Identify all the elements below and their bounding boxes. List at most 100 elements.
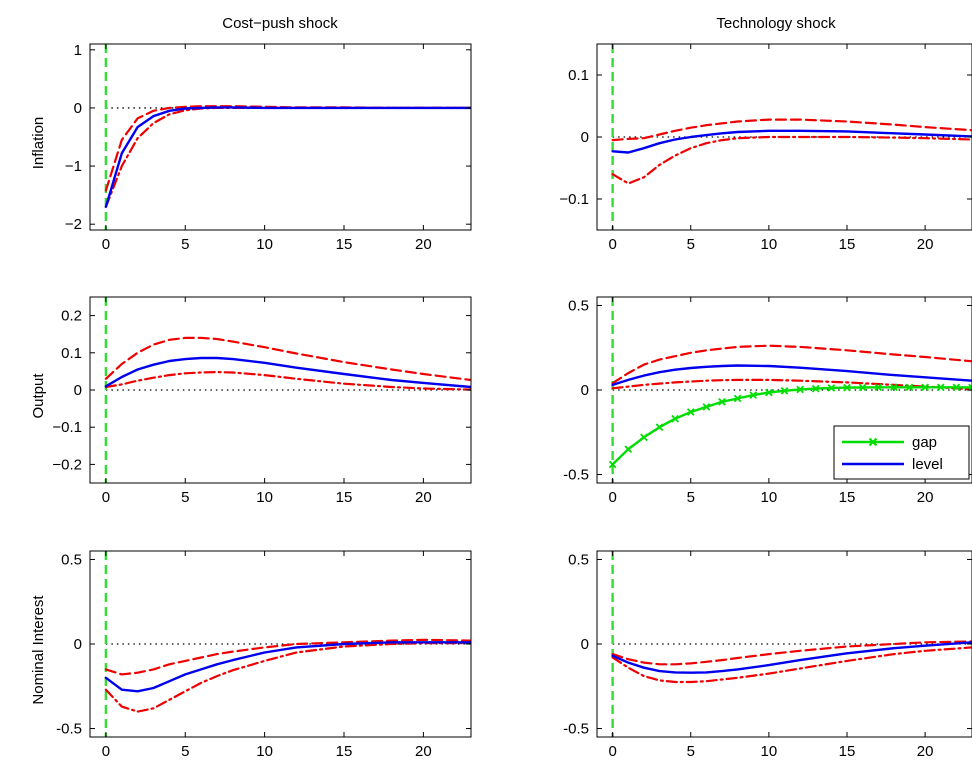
panel-interest-cost-push-xtick-label: 20 (415, 743, 432, 760)
panel-output-cost-push: 0 5 10 15 20 −0.2 −0.1 0 0.1 0.2 (52, 296, 472, 506)
panel-interest-cost-push-ytick-label: 0.5 (61, 551, 82, 568)
panel-output-technology-gap-marker (827, 384, 836, 392)
legend: gap level (833, 425, 970, 480)
panel-inflation-cost-push-series-median (104, 106, 471, 209)
panel-output-cost-push-xtick-label: 0 (102, 489, 110, 506)
panel-output-technology-series-upper (611, 344, 972, 385)
panel-inflation-cost-push-xtick-label: 0 (102, 236, 110, 253)
panel-inflation-technology-ytick-label: 0 (581, 129, 589, 146)
panel-inflation-technology-plot-content (611, 44, 972, 230)
panel-interest-cost-push-series-lower (104, 642, 471, 713)
legend-gap-marker (868, 437, 878, 447)
panel-interest-cost-push: 0 5 10 15 20 -0.5 0 0.5 (56, 550, 472, 760)
panel-output-technology-gap-marker (686, 408, 695, 416)
panel-inflation-cost-push-xtick-label: 5 (181, 236, 189, 253)
panel-output-technology-gap-marker (608, 460, 617, 469)
panel-inflation-cost-push-plot-content (104, 44, 471, 230)
panel-interest-technology-xtick-label: 10 (761, 743, 778, 760)
panel-interest-technology: 0 5 10 15 20 -0.5 0 0.5 (563, 550, 972, 760)
panel-interest-technology-ytick-label: -0.5 (563, 721, 589, 738)
panel-interest-technology-ytick-label: 0 (581, 636, 589, 653)
panel-output-cost-push-ytick-label: −0.2 (52, 456, 82, 473)
panel-interest-cost-push-series-upper (104, 638, 471, 676)
panel-interest-technology-plot-content (611, 551, 972, 737)
panel-output-technology-gap-marker (843, 383, 851, 392)
panel-output-technology-gap-marker (936, 383, 945, 392)
panel-output-cost-push-xtick-label: 20 (415, 489, 432, 506)
panel-inflation-technology-series-median (611, 129, 972, 154)
panel-output-cost-push-series-median (104, 356, 471, 389)
panel-output-technology-gap-marker (796, 385, 804, 394)
panel-output-technology-plot-content (608, 297, 972, 483)
panel-interest-technology-series-median (611, 641, 972, 674)
panel-inflation-technology-xtick-label: 20 (917, 236, 934, 253)
panel-output-technology-gap-marker (733, 394, 742, 403)
panel-inflation-cost-push-plot-area (90, 44, 471, 230)
panel-inflation-technology-xtick-label: 5 (687, 236, 695, 253)
legend-level-label: level (912, 456, 943, 473)
panel-output-cost-push-xtick-label: 5 (181, 489, 189, 506)
panel-output-technology-gap-marker (655, 423, 664, 432)
panel-output-technology-gap-marker (952, 383, 961, 392)
panel-output-cost-push-ytick-label: −0.1 (52, 419, 82, 436)
panel-interest-cost-push-xtick-label: 0 (102, 743, 110, 760)
panel-inflation-cost-push-axes-box (89, 43, 472, 231)
panel-inflation-technology-xtick-label: 10 (761, 236, 778, 253)
panel-output-cost-push-plot-area (90, 297, 471, 483)
panel-inflation-cost-push-ytick-label: −1 (65, 158, 82, 175)
panel-inflation-cost-push: 0 5 10 15 20 −2 −1 0 1 (65, 42, 472, 253)
panel-output-technology-xtick-label: 0 (608, 489, 616, 506)
panel-output-technology-gap-marker (765, 388, 773, 397)
panel-inflation-technology: 0 5 10 15 20 −0.1 0 0.1 (559, 43, 972, 253)
panel-output-cost-push-xtick-label: 15 (336, 489, 353, 506)
panel-interest-technology-ytick-label: 0.5 (568, 551, 589, 568)
panel-output-cost-push-ytick-label: 0.1 (61, 345, 82, 362)
panel-output-technology: 0 5 10 15 20 -0.5 0 0.5 gap level (563, 296, 972, 506)
panel-inflation-technology-ytick-label: −0.1 (559, 191, 589, 208)
panel-inflation-cost-push-xtick-label: 10 (256, 236, 273, 253)
column-title-cost-push: Cost−push shock (222, 15, 338, 32)
panel-output-technology-xtick-label: 10 (761, 489, 778, 506)
panel-output-technology-ytick-label: -0.5 (563, 467, 589, 484)
panel-output-technology-xtick-label: 20 (917, 489, 934, 506)
panel-output-technology-series-lower (611, 378, 972, 391)
panel-output-technology-xtick-label: 15 (839, 489, 856, 506)
panel-output-technology-series-median (611, 364, 972, 387)
panel-interest-cost-push-plot-content (104, 551, 471, 737)
panel-inflation-cost-push-xtick-label: 15 (336, 236, 353, 253)
legend-box (833, 425, 970, 480)
panel-output-technology-gap-marker (858, 383, 867, 392)
panel-inflation-cost-push-ytick-label: 1 (74, 42, 82, 59)
panel-interest-cost-push-ytick-label: -0.5 (56, 721, 82, 738)
row-label-inflation: Inflation (30, 117, 47, 170)
panel-output-technology-gap-marker (874, 383, 883, 392)
panel-output-cost-push-plot-content (104, 297, 471, 483)
panel-output-technology-gap-marker (624, 445, 633, 454)
panel-output-technology-gap-marker (780, 387, 789, 395)
row-label-nominal-interest: Nominal Interest (30, 595, 47, 705)
panel-inflation-cost-push-ytick-label: −2 (65, 216, 82, 233)
panel-interest-technology-xtick-label: 5 (687, 743, 695, 760)
panel-output-technology-gap-marker (890, 383, 898, 392)
panel-output-technology-gap-marker (811, 384, 820, 393)
panel-output-technology-gap-marker (921, 383, 929, 392)
panel-inflation-technology-series-upper (611, 118, 972, 142)
panel-output-technology-ytick-label: 0 (581, 382, 589, 399)
panel-interest-technology-series-upper (611, 640, 972, 666)
panel-inflation-technology-xtick-label: 0 (608, 236, 616, 253)
legend-gap-label: gap (912, 434, 937, 451)
panel-output-technology-gap-marker (905, 383, 914, 392)
panel-output-technology-gap-marker (749, 391, 758, 399)
panel-interest-cost-push-xtick-label: 15 (336, 743, 353, 760)
panel-inflation-technology-series-lower (611, 135, 972, 185)
panel-inflation-cost-push-ytick-label: 0 (74, 100, 82, 117)
panel-interest-technology-series-lower (611, 646, 972, 684)
panel-output-cost-push-ytick-label: 0 (74, 382, 82, 399)
panel-output-technology-xtick-label: 5 (687, 489, 695, 506)
panel-interest-technology-xtick-label: 20 (917, 743, 934, 760)
panel-inflation-technology-ytick-label: 0.1 (568, 67, 589, 84)
panel-interest-cost-push-ytick-label: 0 (74, 636, 82, 653)
panel-output-technology-gap-marker (702, 403, 711, 411)
panel-output-technology-ytick-label: 0.5 (568, 297, 589, 314)
